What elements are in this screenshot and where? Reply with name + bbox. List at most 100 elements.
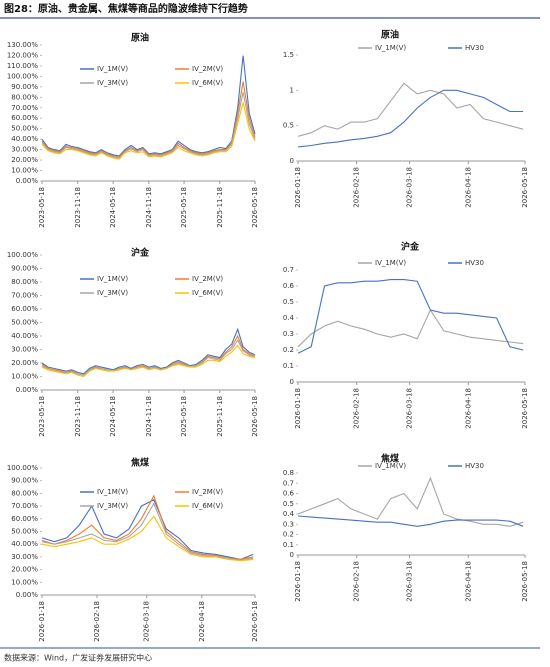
y-tick-label: 70.00% xyxy=(11,292,38,300)
series-line xyxy=(41,327,256,375)
y-tick-label: 40.00% xyxy=(11,332,38,340)
y-tick-label: 0.00% xyxy=(16,591,39,599)
x-tick-label: 2023-11-18 xyxy=(74,187,82,228)
y-tick-label: 100.00% xyxy=(7,464,38,472)
x-tick-label: 2026-01-18 xyxy=(294,561,302,602)
x-tick-label: 2026-05-18 xyxy=(521,388,529,429)
y-tick-label: 1.5 xyxy=(283,51,294,59)
y-tick-label: 0.4 xyxy=(283,314,295,322)
y-tick-label: 0.1 xyxy=(283,541,294,549)
x-tick-label: 2024-11-18 xyxy=(145,187,153,228)
legend-label: IV_1M(V) xyxy=(97,488,128,496)
y-tick-label: 130.00% xyxy=(7,41,38,49)
x-tick-label: 2026-04-18 xyxy=(198,601,206,642)
x-tick-label: 2025-11-18 xyxy=(216,187,224,228)
x-tick-label: 2025-05-18 xyxy=(180,396,188,437)
y-tick-label: 40.00% xyxy=(11,540,38,548)
y-tick-label: 0.6 xyxy=(283,282,295,290)
y-tick-label: 90.00% xyxy=(11,265,38,273)
chart-title: 沪金 xyxy=(401,241,420,253)
legend-label: IV_1M(V) xyxy=(97,65,128,73)
legend-label: IV_2M(V) xyxy=(192,488,223,496)
x-tick-label: 2026-02-18 xyxy=(93,601,101,642)
y-tick-label: 80.00% xyxy=(11,93,38,101)
legend-label: IV_3M(V) xyxy=(97,289,128,297)
x-tick-label: 2023-11-18 xyxy=(74,396,82,437)
legend-label: IV_1M(V) xyxy=(375,462,406,470)
source-note: 数据来源：Wind，广发证券发展研究中心 xyxy=(4,653,152,663)
y-tick-label: 1 xyxy=(290,86,294,94)
legend-label: IV_6M(V) xyxy=(192,289,223,297)
y-tick-label: 0.3 xyxy=(283,520,294,528)
series-line xyxy=(297,515,524,527)
y-tick-label: 0.7 xyxy=(283,266,294,274)
legend-label: IV_6M(V) xyxy=(192,79,223,87)
legend-label: IV_6M(V) xyxy=(192,502,223,510)
x-tick-label: 2026-05-18 xyxy=(521,167,529,208)
legend-label: IV_1M(V) xyxy=(375,44,406,52)
legend-label: HV30 xyxy=(465,259,484,267)
y-tick-label: 10.00% xyxy=(11,578,38,586)
chart-title: 焦煤 xyxy=(380,453,399,465)
x-tick-label: 2026-04-18 xyxy=(464,167,472,208)
x-tick-label: 2026-01-18 xyxy=(294,167,302,208)
x-tick-label: 2026-03-18 xyxy=(406,561,414,602)
x-tick-label: 2026-03-18 xyxy=(143,601,151,642)
series-line xyxy=(41,515,254,562)
page-title: 图28：原油、贵金属、焦煤等商品的隐波维持下行趋势 xyxy=(4,2,248,15)
x-tick-label: 2026-04-18 xyxy=(464,561,472,602)
y-tick-label: 10.00% xyxy=(11,373,38,381)
y-tick-label: 30.00% xyxy=(11,346,38,354)
y-tick-label: 0.1 xyxy=(283,362,294,370)
x-tick-label: 2026-03-18 xyxy=(406,388,414,429)
x-tick-label: 2026-02-18 xyxy=(353,167,361,208)
y-tick-label: 0.4 xyxy=(283,510,295,518)
x-tick-label: 2025-11-18 xyxy=(216,396,224,437)
y-tick-label: 120.00% xyxy=(7,51,38,59)
y-tick-label: 0 xyxy=(290,157,294,165)
x-tick-label: 2026-03-18 xyxy=(406,167,414,208)
y-tick-label: 0.5 xyxy=(283,122,294,130)
series-line xyxy=(41,102,256,160)
y-tick-label: 40.00% xyxy=(11,135,38,143)
y-tick-label: 80.00% xyxy=(11,278,38,286)
y-tick-label: 110.00% xyxy=(7,62,38,70)
legend-label: IV_1M(V) xyxy=(375,259,406,267)
x-tick-label: 2023-05-18 xyxy=(38,396,46,437)
y-tick-label: 0.7 xyxy=(283,479,294,487)
legend-label: IV_1M(V) xyxy=(97,275,128,283)
series-line xyxy=(41,494,254,560)
x-tick-label: 2026-04-18 xyxy=(464,388,472,429)
y-tick-label: 30.00% xyxy=(11,553,38,561)
y-tick-label: 20.00% xyxy=(11,156,38,164)
y-tick-label: 0 xyxy=(290,378,294,386)
x-tick-label: 2025-05-18 xyxy=(180,187,188,228)
y-tick-label: 0.00% xyxy=(16,386,39,394)
series-line xyxy=(297,476,524,527)
y-tick-label: 20.00% xyxy=(11,566,38,574)
x-tick-label: 2026-02-18 xyxy=(353,561,361,602)
legend-label: IV_3M(V) xyxy=(97,79,128,87)
y-tick-label: 90.00% xyxy=(11,83,38,91)
y-tick-label: 50.00% xyxy=(11,528,38,536)
series-line xyxy=(41,338,256,376)
series-line xyxy=(297,308,524,348)
y-tick-label: 0.6 xyxy=(283,490,295,498)
x-tick-label: 2026-05-18 xyxy=(251,187,259,228)
series-line xyxy=(297,279,524,354)
x-tick-label: 2024-05-18 xyxy=(109,396,117,437)
y-tick-label: 0.5 xyxy=(283,500,294,508)
series-line xyxy=(297,82,524,137)
legend-label: HV30 xyxy=(465,462,484,470)
series-line xyxy=(41,55,256,157)
series-line xyxy=(41,91,256,159)
x-tick-label: 2026-05-18 xyxy=(521,561,529,602)
x-tick-label: 2026-05-18 xyxy=(251,396,259,437)
y-tick-label: 0.8 xyxy=(283,469,294,477)
y-tick-label: 70.00% xyxy=(11,104,38,112)
series-line xyxy=(41,499,254,560)
legend-label: IV_3M(V) xyxy=(97,502,128,510)
y-tick-label: 90.00% xyxy=(11,477,38,485)
x-tick-label: 2026-02-18 xyxy=(353,388,361,429)
